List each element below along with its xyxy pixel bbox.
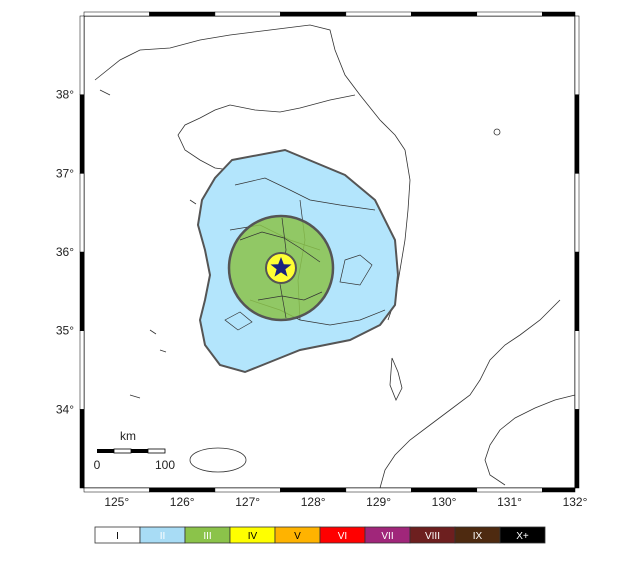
lon-labels: 125° 126° 127° 128° 129° 130° 131° 132° xyxy=(104,495,587,509)
legend-label: VI xyxy=(338,531,347,542)
scale-bar: km 0 100 xyxy=(94,429,176,472)
frame-segment-top xyxy=(149,11,216,17)
frame-segment-bottom xyxy=(214,487,281,493)
lat-label: 37° xyxy=(56,166,74,180)
star-icon xyxy=(270,257,292,277)
frame-segment-right xyxy=(574,409,580,489)
frame-segment-left xyxy=(79,15,85,95)
frame-segment-left xyxy=(79,251,85,331)
frame-segment-right xyxy=(574,330,580,410)
lon-label: 128° xyxy=(301,495,326,509)
kyushu-coast xyxy=(484,394,576,486)
frame-segment-bottom xyxy=(280,487,347,493)
lon-label: 126° xyxy=(170,495,195,509)
frame-segment-bottom xyxy=(345,487,412,493)
jeju-island xyxy=(189,447,247,473)
frame-segment-left xyxy=(79,173,85,253)
lon-label: 132° xyxy=(563,495,588,509)
dmz-border xyxy=(229,94,356,113)
lat-label: 34° xyxy=(56,402,74,416)
lon-label: 127° xyxy=(235,495,260,509)
islands-small xyxy=(129,199,197,399)
lon-label: 129° xyxy=(366,495,391,509)
legend-label: X+ xyxy=(516,531,529,542)
frame-segment-top xyxy=(280,11,347,17)
scale-end: 100 xyxy=(155,458,175,472)
frame-segment-top xyxy=(542,11,576,17)
japan-coast xyxy=(379,299,561,489)
frame-segment-top xyxy=(411,11,478,17)
scale-start: 0 xyxy=(94,458,101,472)
frame-segment-top xyxy=(476,11,543,17)
legend-label: III xyxy=(203,531,211,542)
legend-label: II xyxy=(160,531,166,542)
legend-swatch xyxy=(499,526,546,544)
frame-segment-bottom xyxy=(83,487,150,493)
frame-segment-left xyxy=(79,330,85,410)
lat-label: 36° xyxy=(56,245,74,259)
north-coast xyxy=(94,24,406,151)
frame-segment-top xyxy=(214,11,281,17)
lat-labels: 38° 37° 36° 35° 34° xyxy=(56,88,74,417)
land-outlines xyxy=(94,24,576,489)
island-1 xyxy=(99,89,111,96)
lon-label: 131° xyxy=(497,495,522,509)
legend-label: VIII xyxy=(425,531,440,542)
frame-segment-top xyxy=(83,11,150,17)
frame-segment-right xyxy=(574,251,580,331)
frame-segment-left xyxy=(79,94,85,174)
frame-segment-top xyxy=(345,11,412,17)
scale-unit: km xyxy=(120,429,136,443)
legend-label: I xyxy=(116,531,119,542)
frame-segment-bottom xyxy=(411,487,478,493)
frame-ticks xyxy=(79,11,580,493)
west-coast-north xyxy=(177,104,231,171)
lat-label: 38° xyxy=(56,88,74,102)
legend-label: VII xyxy=(381,531,393,542)
tsushima-island xyxy=(389,357,403,401)
frame-segment-bottom xyxy=(149,487,216,493)
frame-segment-right xyxy=(574,15,580,95)
frame-segment-bottom xyxy=(542,487,576,493)
lat-label: 35° xyxy=(56,324,74,338)
frame-segment-right xyxy=(574,173,580,253)
legend-label: V xyxy=(294,531,301,542)
legend-label: IX xyxy=(473,531,483,542)
lon-label: 125° xyxy=(104,495,129,509)
intensity-legend: I II III IV V VI VII VIII IX X+ xyxy=(94,526,546,544)
frame-segment-left xyxy=(79,409,85,489)
ulleung-island xyxy=(493,128,501,136)
frame-segment-right xyxy=(574,94,580,174)
frame-segment-bottom xyxy=(476,487,543,493)
lon-label: 130° xyxy=(432,495,457,509)
legend-label: IV xyxy=(248,531,258,542)
